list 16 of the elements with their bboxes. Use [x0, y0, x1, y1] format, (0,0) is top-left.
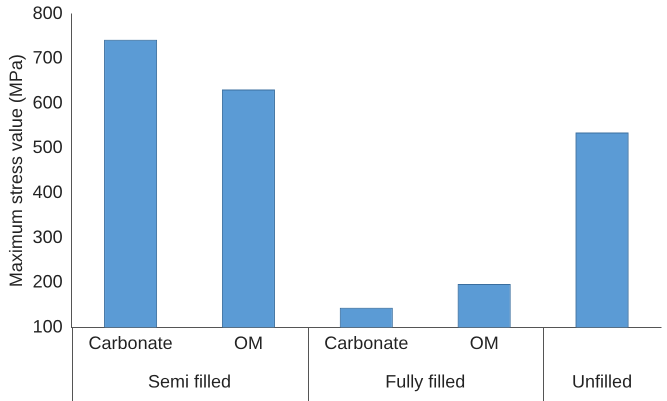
- y-tick-label: 300: [32, 226, 63, 247]
- y-tick-label: 100: [32, 316, 63, 336]
- y-tick-label: 600: [32, 92, 63, 112]
- y-tick-label: 800: [32, 2, 63, 23]
- x-tick-label: OM: [234, 333, 263, 354]
- y-axis-title: Maximum stress value (MPa): [6, 54, 26, 288]
- x-tick-label: OM: [470, 333, 499, 354]
- y-tick-label: 500: [32, 137, 63, 158]
- y-tick-label: 200: [32, 272, 63, 292]
- y-tick-label: 700: [32, 48, 63, 68]
- text: Unfilled: [572, 371, 632, 392]
- text: Semi filled: [148, 371, 232, 392]
- text: Fully filled: [385, 371, 466, 392]
- x-tick-label: Carbonate: [324, 333, 408, 354]
- x-tick-label: Carbonate: [88, 333, 173, 354]
- y-tick-label: 400: [32, 182, 63, 202]
